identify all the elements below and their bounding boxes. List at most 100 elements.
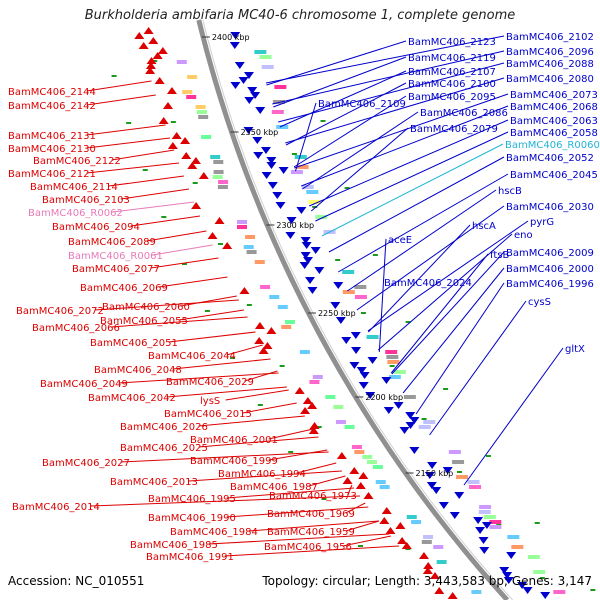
minus-strand-gene-arrow: [214, 217, 225, 224]
plus-strand-gene-arrow: [303, 257, 314, 264]
green-tick-mark: [246, 304, 252, 306]
plus-strand-gene-arrow: [266, 157, 277, 164]
feature-color-block: [386, 355, 399, 359]
feature-color-block: [274, 85, 287, 89]
feature-color-block: [182, 90, 193, 94]
minus-strand-gene-arrow: [336, 452, 347, 459]
feature-color-block: [237, 225, 248, 229]
leader-line: [158, 276, 228, 288]
plus-strand-gene-arrow: [359, 372, 370, 379]
leader-line: [94, 299, 239, 311]
leader-line: [112, 201, 195, 213]
feature-layer: [111, 27, 596, 599]
leader-line: [130, 215, 201, 227]
leader-line: [108, 175, 184, 187]
accession-text: Accession: NC_010551: [8, 574, 145, 588]
left-gene-label: BamMC406_2044: [148, 351, 236, 362]
leader-line: [198, 436, 319, 448]
feature-color-block: [284, 320, 295, 324]
green-tick-mark: [192, 182, 198, 184]
leader-line: [342, 535, 392, 547]
right-gene-label: BamMC406_2024: [384, 278, 472, 289]
feature-color-block: [342, 270, 355, 274]
feature-color-block: [176, 60, 187, 64]
minus-strand-gene-arrow: [308, 427, 319, 434]
feature-color-block: [527, 555, 540, 559]
plus-strand-gene-arrow: [261, 172, 272, 179]
plus-strand-gene-arrow: [234, 62, 245, 69]
feature-color-block: [489, 520, 502, 524]
leader-line: [188, 470, 342, 482]
left-gene-label: BamMC406_2051: [90, 338, 178, 349]
leader-line: [378, 238, 387, 353]
plus-strand-gene-arrow: [252, 137, 263, 144]
plus-strand-gene-arrow: [275, 202, 286, 209]
feature-color-block: [421, 540, 432, 544]
feature-color-block: [290, 170, 303, 174]
minus-strand-gene-arrow: [143, 27, 154, 34]
backbone-arc: [196, 19, 510, 600]
leader-line: [310, 127, 409, 212]
gene-label-layer: BamMC406_2144 BamMC406_2142 BamMC406_2131 B…: [8, 32, 600, 563]
minus-strand-gene-arrow: [355, 482, 366, 489]
leader-line: [308, 475, 346, 487]
plus-strand-gene-arrow: [230, 82, 241, 89]
left-gene-label: BamMC406_2142: [8, 101, 96, 112]
minus-strand-gene-arrow: [294, 387, 305, 394]
feature-color-block: [366, 460, 377, 464]
right-gene-label: eno: [514, 230, 533, 241]
right-gene-label: BamMC406_2030: [506, 202, 594, 213]
plus-strand-gene-arrow: [427, 462, 438, 469]
green-tick-mark: [142, 169, 148, 171]
left-gene-label: BamMC406_1969: [267, 509, 355, 520]
leader-line: [172, 358, 271, 370]
tick-label: 2300 kbp: [276, 221, 314, 230]
genome-summary-text: Topology: circular; Length: 3,443,583 bp…: [262, 574, 592, 588]
plus-strand-gene-arrow: [286, 217, 297, 224]
leader-line: [180, 295, 237, 307]
minus-strand-gene-arrow: [385, 527, 396, 534]
feature-color-block: [351, 445, 362, 449]
minus-strand-gene-arrow: [207, 232, 218, 239]
right-gene-label: BamMC406_2068: [510, 102, 598, 113]
leader-line: [208, 533, 390, 545]
left-gene-label: BamMC406_2072: [16, 306, 104, 317]
minus-strand-gene-arrow: [423, 562, 434, 569]
right-gene-label: BamMC406_2109: [318, 99, 406, 110]
leader-line: [198, 415, 305, 427]
feature-color-block: [309, 380, 320, 384]
leader-line: [321, 143, 504, 237]
left-gene-label: BamMC406_R0061: [68, 251, 163, 262]
feature-color-block: [237, 220, 248, 224]
green-tick-mark: [485, 455, 491, 457]
feature-color-block: [507, 535, 520, 539]
left-gene-label: BamMC406_1995: [148, 494, 236, 505]
leader-line: [265, 35, 505, 84]
plus-strand-gene-arrow: [244, 97, 255, 104]
minus-strand-gene-arrow: [258, 347, 269, 354]
leader-line: [146, 230, 207, 242]
leader-line: [226, 506, 369, 518]
left-gene-label: BamMC406_1990: [148, 513, 236, 524]
feature-color-block: [403, 395, 416, 399]
feature-color-block: [393, 370, 406, 374]
minus-strand-gene-arrow: [254, 337, 265, 344]
minus-strand-gene-arrow: [262, 342, 273, 349]
leader-line: [345, 502, 366, 514]
green-tick-mark: [279, 365, 285, 367]
feature-color-block: [187, 75, 198, 79]
leader-line: [279, 70, 407, 128]
left-gene-label: BamMC406_2094: [52, 222, 140, 233]
leader-line: [120, 188, 190, 200]
feature-color-block: [294, 155, 307, 159]
left-gene-label: BamMC406_1984: [170, 527, 258, 538]
leader-line: [226, 487, 355, 499]
plus-strand-gene-arrow: [255, 107, 266, 114]
leader-line: [86, 124, 166, 136]
feature-color-block: [243, 245, 254, 249]
plus-strand-gene-arrow: [479, 547, 490, 554]
feature-color-block: [433, 545, 444, 549]
minus-strand-gene-arrow: [254, 322, 265, 329]
minus-strand-gene-arrow: [162, 102, 173, 109]
plus-strand-gene-arrow: [409, 447, 420, 454]
